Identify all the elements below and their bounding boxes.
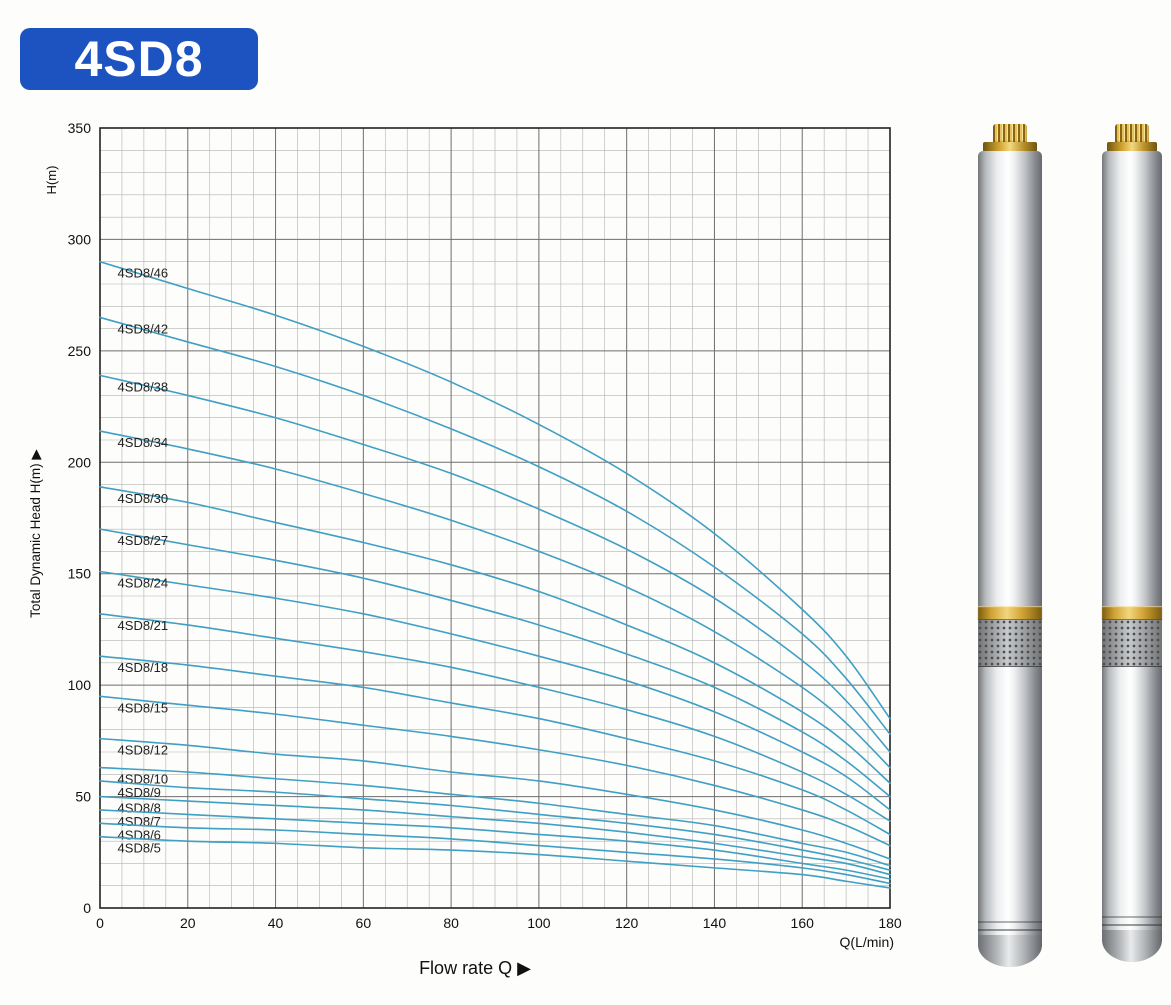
svg-text:4SD8/27: 4SD8/27 (118, 533, 169, 548)
pump-discharge-cap-icon (993, 124, 1027, 144)
svg-text:50: 50 (75, 789, 91, 805)
svg-text:40: 40 (268, 915, 284, 931)
svg-text:0: 0 (83, 900, 91, 916)
svg-text:4SD8/12: 4SD8/12 (118, 743, 169, 758)
svg-text:250: 250 (68, 343, 92, 359)
svg-text:4SD8/21: 4SD8/21 (118, 618, 169, 633)
svg-text:4SD8/34: 4SD8/34 (118, 435, 169, 450)
pump-cap-collar-icon (1107, 142, 1157, 152)
pump-curve-chart: 0 50 100 150 200 250 300 350 0 20 40 60 80 100 120 140 1… (10, 103, 955, 1000)
pump-cap-collar-icon (983, 142, 1037, 152)
svg-text:Total Dynamic Head H(m) ▶: Total Dynamic Head H(m) ▶ (28, 449, 43, 618)
svg-text:H(m): H(m) (44, 166, 59, 195)
pump-groove (978, 929, 1042, 931)
svg-text:60: 60 (356, 915, 372, 931)
pump-bottom-cap-icon (1102, 930, 1162, 962)
svg-text:140: 140 (703, 915, 727, 931)
svg-text:20: 20 (180, 915, 196, 931)
pump-groove (1102, 924, 1162, 926)
svg-text:100: 100 (527, 915, 551, 931)
pump-body (978, 151, 1042, 939)
pump-photo-left (978, 124, 1042, 967)
pump-photo-right (1102, 124, 1162, 962)
svg-text:120: 120 (615, 915, 639, 931)
svg-text:4SD8/42: 4SD8/42 (118, 321, 169, 336)
svg-text:80: 80 (443, 915, 459, 931)
svg-text:4SD8/5: 4SD8/5 (118, 841, 161, 856)
svg-text:300: 300 (68, 231, 92, 247)
svg-text:4SD8/18: 4SD8/18 (118, 660, 169, 675)
svg-text:4SD8/15: 4SD8/15 (118, 700, 169, 715)
pump-groove (978, 921, 1042, 923)
svg-text:4SD8/30: 4SD8/30 (118, 491, 169, 506)
svg-text:100: 100 (68, 677, 92, 693)
svg-text:4SD8/9: 4SD8/9 (118, 785, 161, 800)
svg-text:4SD8/46: 4SD8/46 (118, 266, 169, 281)
pump-body (1102, 151, 1162, 934)
svg-text:4SD8/38: 4SD8/38 (118, 379, 169, 394)
svg-text:0: 0 (96, 915, 104, 931)
pump-intake-screen-icon (978, 619, 1042, 667)
model-badge-label: 4SD8 (74, 31, 204, 87)
svg-text:150: 150 (68, 566, 92, 582)
svg-text:Q(L/min): Q(L/min) (840, 934, 894, 950)
svg-text:160: 160 (791, 915, 815, 931)
pump-coupling-band-icon (978, 606, 1042, 619)
pump-discharge-cap-icon (1115, 124, 1149, 144)
pump-intake-screen-icon (1102, 619, 1162, 667)
pump-groove (1102, 916, 1162, 918)
pump-bottom-cap-icon (978, 935, 1042, 967)
svg-text:350: 350 (68, 120, 92, 136)
model-badge: 4SD8 (20, 28, 258, 90)
pump-curves-svg: 0 50 100 150 200 250 300 350 0 20 40 60 80 100 120 140 1… (28, 120, 902, 978)
svg-text:4SD8/24: 4SD8/24 (118, 575, 169, 590)
svg-text:200: 200 (68, 454, 92, 470)
pump-coupling-band-icon (1102, 606, 1162, 619)
svg-text:Flow rate Q ▶: Flow rate Q ▶ (419, 958, 531, 978)
svg-text:180: 180 (878, 915, 902, 931)
